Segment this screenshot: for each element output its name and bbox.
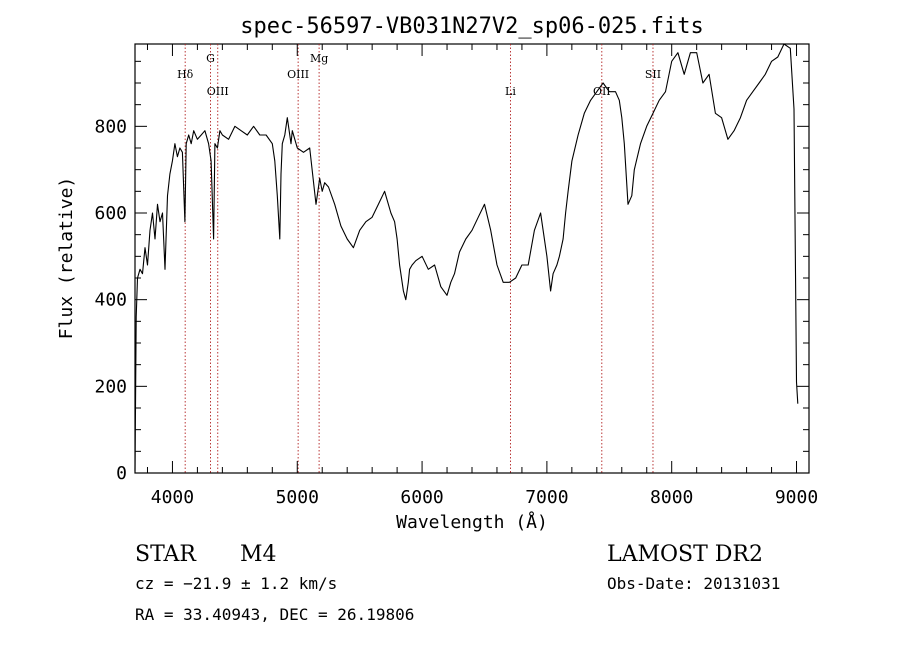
spectral-line-label: OII bbox=[593, 85, 611, 98]
observation-date: Obs-Date: 20131031 bbox=[607, 574, 780, 593]
x-tick-label: 6000 bbox=[400, 487, 443, 508]
spectral-line-label: G bbox=[206, 52, 215, 65]
y-tick-label: 800 bbox=[94, 116, 127, 137]
spectrum-line bbox=[134, 43, 799, 471]
x-tick-label: 9000 bbox=[775, 487, 818, 508]
spectral-line-label: Hδ bbox=[177, 68, 194, 81]
spectral-line-label: Mg bbox=[310, 52, 328, 65]
y-tick-label: 0 bbox=[116, 463, 127, 484]
x-tick-label: 7000 bbox=[525, 487, 568, 508]
coordinates: RA = 33.40943, DEC = 26.19806 bbox=[135, 605, 414, 624]
redshift-velocity: cz = −21.9 ± 1.2 km/s bbox=[135, 574, 337, 593]
spectral-line-label: SII bbox=[645, 68, 661, 81]
x-tick-label: 8000 bbox=[650, 487, 693, 508]
survey-name: LAMOST DR2 bbox=[607, 542, 763, 567]
object-subclass: M4 bbox=[240, 542, 277, 567]
y-tick-label: 200 bbox=[94, 376, 127, 397]
plot-frame bbox=[134, 43, 810, 474]
spectral-line-label: OIII bbox=[287, 68, 309, 81]
y-tick-label: 400 bbox=[94, 290, 127, 311]
spectral-line-label: Li bbox=[505, 85, 516, 98]
x-axis-label: Wavelength (Å) bbox=[396, 511, 548, 533]
axis-ticks: 4000 5000 6000 7000 8000 9000 0 200 400 600 800 bbox=[94, 44, 818, 508]
spectral-line-label: OIII bbox=[207, 85, 229, 98]
chart-title: spec-56597-VB031N27V2_sp06-025.fits bbox=[240, 14, 704, 39]
y-tick-label: 600 bbox=[94, 203, 127, 224]
object-class: STAR bbox=[135, 542, 197, 567]
x-tick-label: 5000 bbox=[276, 487, 319, 508]
y-axis-label: Flux (relative) bbox=[56, 177, 77, 340]
x-tick-label: 4000 bbox=[151, 487, 194, 508]
